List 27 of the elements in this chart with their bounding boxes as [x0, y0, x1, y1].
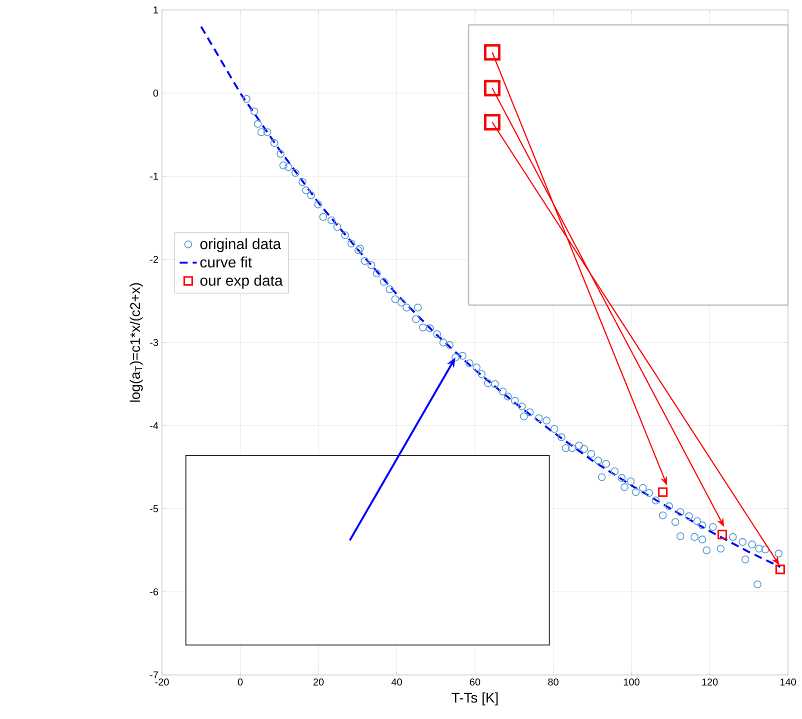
- y-tick-label: -2: [150, 256, 158, 263]
- x-tick-label: 100: [624, 678, 640, 686]
- x-axis-title: T-Ts [K]: [452, 692, 498, 706]
- y-tick-label: -1: [150, 172, 158, 180]
- line-series: [200, 26, 782, 568]
- point: [717, 530, 728, 540]
- x-tick-label: 60: [470, 678, 480, 686]
- legend-label: our exp data: [200, 274, 283, 289]
- x-tick-label: 20: [313, 678, 324, 686]
- y-tick-label: -4: [150, 422, 158, 430]
- point: [775, 564, 785, 574]
- x-tick-label: 140: [780, 678, 796, 686]
- y-tick-label: -6: [150, 588, 158, 596]
- legend-label: curve fit: [200, 256, 252, 268]
- y-tick-label: -5: [150, 505, 158, 512]
- y-tick-label: -7: [150, 672, 158, 678]
- y-tick-label: -3: [150, 338, 158, 346]
- y-axis-title: log(a$_{T}$)=c1*x/(c2+x): [130, 283, 143, 402]
- x-tick-label: 0: [238, 678, 243, 686]
- point: [658, 487, 668, 497]
- legend-label: original data: [200, 238, 282, 252]
- x-tick-label: 40: [391, 678, 402, 686]
- y-tick-label: 0: [153, 90, 158, 97]
- x-tick-label: -20: [155, 678, 169, 686]
- x-tick-label: 120: [702, 678, 718, 686]
- x-tick-label: 80: [548, 678, 558, 686]
- y-tick-label: 1: [154, 6, 158, 14]
